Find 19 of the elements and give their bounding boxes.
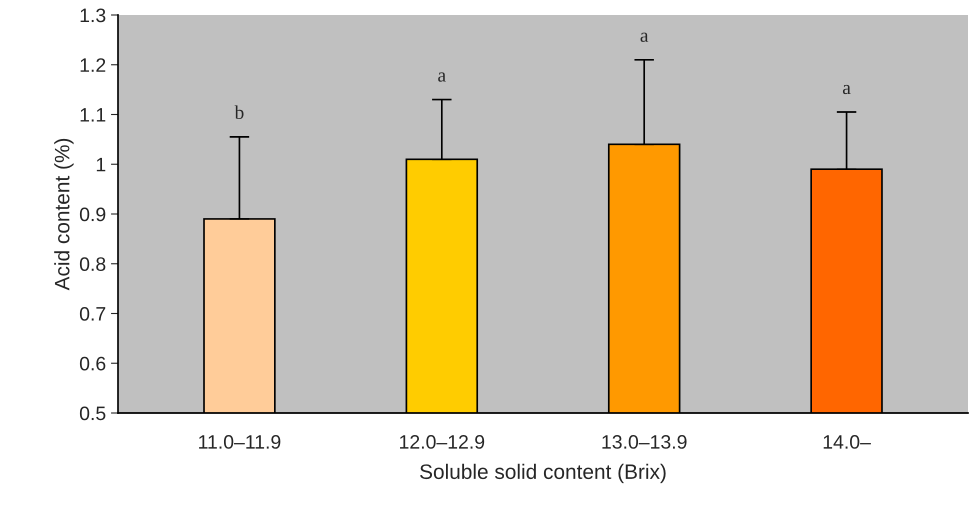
y-tick-label: 0.7 — [80, 306, 106, 321]
x-tick-label: 13.0–13.9 — [602, 435, 687, 449]
annotation: b — [234, 105, 244, 120]
y-tick-label: 1.2 — [80, 58, 106, 72]
x-tick-label: 11.0–11.9 — [199, 435, 280, 449]
y-tick-label: 1 — [96, 158, 106, 172]
annotation: a — [842, 84, 851, 94]
y-tick-label: 0.9 — [80, 207, 106, 222]
y-tick-label: 0.8 — [80, 257, 106, 271]
x-tick-label: 12.0–12.9 — [400, 435, 484, 449]
y-tick-label: 1.3 — [80, 8, 106, 22]
x-axis-title: Soluble solid content (Brix) — [420, 464, 666, 484]
y-axis-title: Acid content (%) — [54, 138, 74, 290]
annotation: a — [438, 72, 446, 82]
y-tick-label: 0.6 — [80, 356, 106, 370]
y-tick-label: 1.1 — [80, 108, 106, 122]
x-tick-label: 14.0– — [824, 435, 871, 449]
annotation: a — [640, 32, 648, 42]
y-tick-label: 0.5 — [80, 406, 106, 420]
